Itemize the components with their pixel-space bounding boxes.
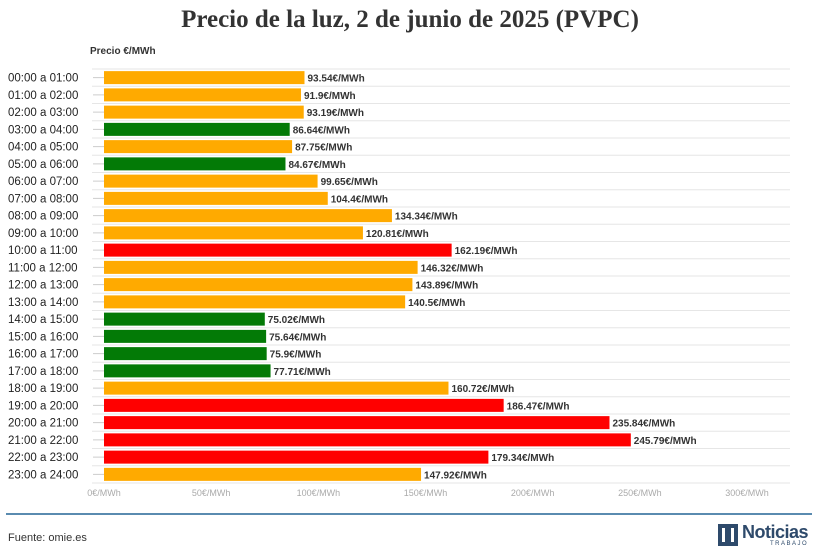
category-label: 10:00 a 11:00 <box>8 245 78 257</box>
value-label: 93.19€/MWh <box>307 108 364 119</box>
bar <box>104 157 286 171</box>
category-label: 07:00 a 08:00 <box>8 193 78 205</box>
value-label: 77.71€/MWh <box>274 367 331 378</box>
category-label: 09:00 a 10:00 <box>8 228 78 240</box>
bar <box>104 278 413 292</box>
source-note: Fuente: omie.es <box>8 532 87 544</box>
value-label: 143.89€/MWh <box>415 281 478 292</box>
bar <box>104 347 267 361</box>
value-label: 75.02€/MWh <box>268 315 325 326</box>
value-label: 104.4€/MWh <box>331 194 388 205</box>
category-label: 03:00 a 04:00 <box>8 124 78 136</box>
category-label: 22:00 a 23:00 <box>8 452 78 464</box>
x-tick-label: 100€/MWh <box>297 488 341 498</box>
bar <box>104 105 304 119</box>
category-label: 14:00 a 15:00 <box>8 314 78 326</box>
bar <box>104 88 301 102</box>
x-tick-label: 150€/MWh <box>404 488 448 498</box>
bar <box>104 312 265 326</box>
bar <box>104 243 452 257</box>
value-label: 162.19€/MWh <box>455 246 518 257</box>
category-label: 19:00 a 20:00 <box>8 400 78 412</box>
category-label: 12:00 a 13:00 <box>8 280 78 292</box>
chart-title: Precio de la luz, 2 de junio de 2025 (PV… <box>181 6 639 33</box>
x-tick-label: 200€/MWh <box>511 488 555 498</box>
category-label: 02:00 a 03:00 <box>8 107 78 119</box>
bar <box>104 329 267 343</box>
bar <box>104 122 290 136</box>
bar <box>104 260 418 274</box>
value-label: 179.34€/MWh <box>491 453 554 464</box>
value-label: 160.72€/MWh <box>451 384 514 395</box>
x-tick-label: 300€/MWh <box>725 488 769 498</box>
category-label: 20:00 a 21:00 <box>8 418 78 430</box>
bar <box>104 209 392 223</box>
value-label: 146.32€/MWh <box>421 263 484 274</box>
bar <box>104 433 631 447</box>
bar <box>104 398 504 412</box>
bar <box>104 191 328 205</box>
value-label: 91.9€/MWh <box>304 91 356 102</box>
category-label: 08:00 a 09:00 <box>8 211 78 223</box>
logo-text: Noticias <box>742 522 809 542</box>
value-label: 93.54€/MWh <box>307 74 364 85</box>
category-label: 06:00 a 07:00 <box>8 176 78 188</box>
category-label: 01:00 a 02:00 <box>8 90 78 102</box>
value-label: 147.92€/MWh <box>424 470 487 481</box>
category-label: 00:00 a 01:00 <box>8 73 78 85</box>
bar <box>104 71 305 85</box>
category-label: 05:00 a 06:00 <box>8 159 78 171</box>
bar <box>104 416 610 430</box>
value-label: 186.47€/MWh <box>507 401 570 412</box>
bar <box>104 450 489 464</box>
x-tick-label: 50€/MWh <box>192 488 231 498</box>
value-label: 120.81€/MWh <box>366 229 429 240</box>
category-label: 11:00 a 12:00 <box>8 262 78 274</box>
value-label: 99.65€/MWh <box>321 177 378 188</box>
value-label: 75.64€/MWh <box>269 332 326 343</box>
value-label: 87.75€/MWh <box>295 143 352 154</box>
category-label: 23:00 a 24:00 <box>8 469 78 481</box>
category-label: 17:00 a 18:00 <box>8 366 78 378</box>
value-label: 134.34€/MWh <box>395 212 458 223</box>
category-label: 15:00 a 16:00 <box>8 331 78 343</box>
bar <box>104 364 271 378</box>
category-label: 21:00 a 22:00 <box>8 435 78 447</box>
brand-logo: Noticias TRABAJO <box>718 522 814 548</box>
logo-icon <box>718 524 738 546</box>
x-tick-label: 250€/MWh <box>618 488 662 498</box>
logo-subtitle: TRABAJO <box>770 541 809 547</box>
bar <box>104 295 406 309</box>
category-label: 16:00 a 17:00 <box>8 349 78 361</box>
value-label: 235.84€/MWh <box>612 419 675 430</box>
bar-chart: 0€/MWh 50€/MWh 100€/MWh 150€/MWh 200€/MWh 250… <box>8 68 790 498</box>
bar <box>104 467 422 481</box>
x-tick-label: 0€/MWh <box>87 488 121 498</box>
value-label: 84.67€/MWh <box>288 160 345 171</box>
category-label: 04:00 a 05:00 <box>8 142 78 154</box>
value-label: 245.79€/MWh <box>634 436 697 447</box>
value-label: 140.5€/MWh <box>408 298 465 309</box>
bar <box>104 381 449 395</box>
category-label: 18:00 a 19:00 <box>8 383 78 395</box>
value-label: 86.64€/MWh <box>293 125 350 136</box>
category-label: 13:00 a 14:00 <box>8 297 78 309</box>
bar <box>104 140 293 154</box>
axis-label: Precio €/MWh <box>90 46 156 57</box>
value-label: 75.9€/MWh <box>270 350 322 361</box>
footer-divider <box>6 513 812 515</box>
bar <box>104 174 318 188</box>
bar <box>104 226 363 240</box>
